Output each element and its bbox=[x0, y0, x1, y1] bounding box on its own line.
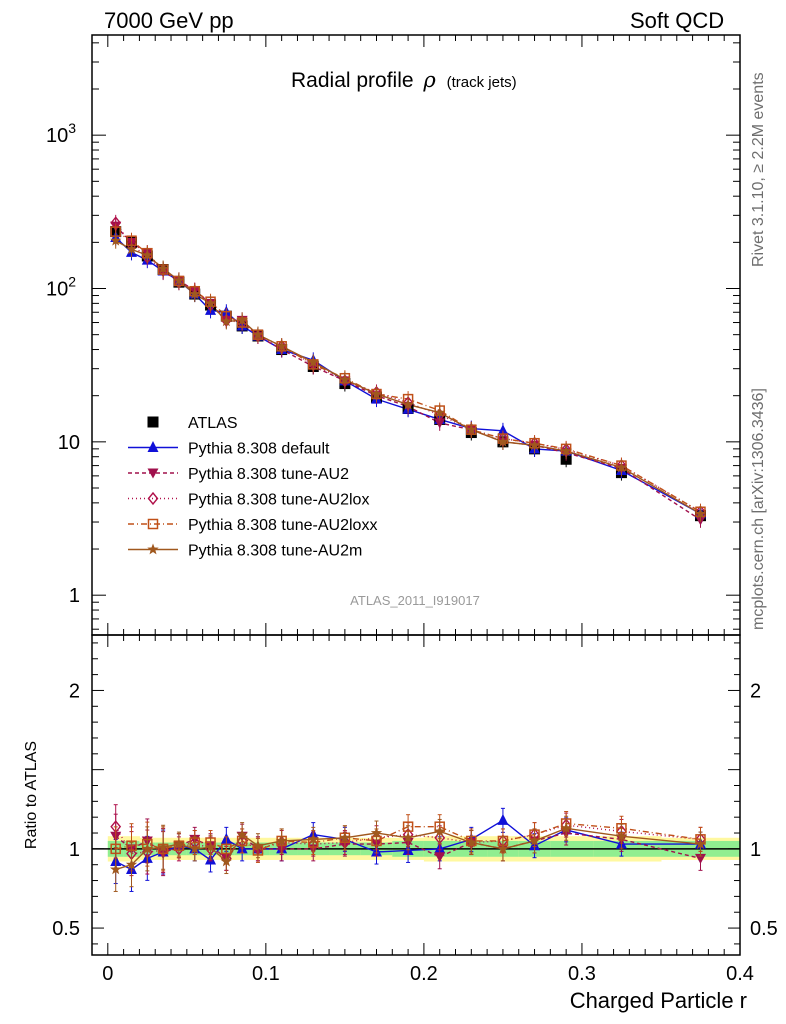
ratio-point-au2m bbox=[125, 858, 138, 870]
ratio-point-au2m bbox=[528, 834, 541, 846]
data-point-au2m bbox=[189, 288, 201, 299]
ratio-line-au2 bbox=[115, 832, 701, 860]
y-tick-label: 1 bbox=[69, 585, 80, 607]
analysis-id-label: ATLAS_2011_I919017 bbox=[350, 593, 480, 608]
legend-marker-au2 bbox=[147, 468, 159, 479]
legend-label-atlas: ATLAS bbox=[188, 415, 238, 432]
data-point-au2m bbox=[236, 314, 248, 326]
x-axis-label: Charged Particle r bbox=[570, 988, 747, 1013]
ratio-y-tick-label: 2 bbox=[69, 680, 80, 702]
ratio-point-au2 bbox=[694, 853, 706, 864]
legend-label-default: Pythia 8.308 default bbox=[188, 441, 330, 458]
ratio-point-au2m bbox=[434, 825, 446, 837]
x-tick-label: 0.1 bbox=[252, 963, 280, 985]
data-point-au2m bbox=[252, 328, 264, 340]
legend-label-au2loxx: Pythia 8.308 tune-AU2loxx bbox=[188, 517, 377, 534]
legend-marker-au2loxx bbox=[147, 518, 159, 530]
data-point-au2m bbox=[615, 461, 628, 473]
legend-label-au2lox: Pythia 8.308 tune-AU2lox bbox=[188, 492, 369, 509]
legend-label-au2m: Pythia 8.308 tune-AU2m bbox=[188, 543, 362, 560]
x-tick-label: 0 bbox=[102, 963, 113, 985]
ratio-y-tick-label-right: 2 bbox=[750, 680, 761, 702]
ratio-point-au2m bbox=[560, 822, 572, 834]
title-main: Radial profile bbox=[291, 69, 414, 92]
ratio-point-au2m bbox=[370, 827, 383, 838]
legend: ATLAS Pythia 8.308 default Pythia 8.308 tu… bbox=[128, 415, 377, 560]
data-point-au2m bbox=[560, 445, 572, 456]
ratio-point-au2m bbox=[141, 842, 153, 854]
ratio-point-au2m bbox=[220, 855, 232, 867]
data-point-au2m bbox=[110, 234, 122, 246]
ratio-line-au2m bbox=[115, 827, 701, 871]
ratio-point-au2m bbox=[110, 863, 122, 875]
ratio-point-au2m bbox=[307, 833, 319, 845]
data-point-au2m bbox=[141, 249, 153, 260]
data-point-au2m bbox=[173, 274, 185, 286]
ratio-point-au2m bbox=[252, 839, 264, 851]
data-point-au2 bbox=[434, 418, 446, 429]
ratio-line-au2loxx bbox=[115, 822, 701, 852]
data-point-au2m bbox=[125, 243, 138, 255]
y-tick-label: 103 bbox=[46, 120, 76, 147]
ratio-point-au2m bbox=[236, 828, 248, 840]
title-suffix: (track jets) bbox=[447, 74, 517, 91]
ratio-point-au2m bbox=[615, 830, 628, 841]
data-point-default bbox=[497, 424, 509, 436]
ratio-point-au2m bbox=[339, 831, 351, 843]
x-tick-label: 0.3 bbox=[568, 963, 596, 985]
data-point-au2m bbox=[220, 315, 232, 327]
data-point-au2m bbox=[434, 406, 446, 418]
x-tick-label: 0.2 bbox=[410, 963, 438, 985]
ratio-point-au2m bbox=[173, 838, 185, 849]
legend-marker-au2m bbox=[147, 543, 159, 555]
data-point-au2m bbox=[694, 507, 707, 519]
data-point-au2m bbox=[402, 398, 414, 410]
header-right-label: Soft QCD bbox=[630, 8, 725, 33]
x-tick-label: 0.4 bbox=[726, 963, 754, 985]
ratio-panel: Ratio to ATLAS Charged Particle r 0 0.1 0.… bbox=[23, 634, 778, 1013]
series-line-au2m bbox=[115, 240, 701, 515]
main-panel: Radial profile ρ (track jets) ATLAS_2011… bbox=[46, 34, 741, 636]
y-tick-label: 10 bbox=[58, 432, 80, 454]
ratio-point-au2m bbox=[694, 838, 707, 849]
ratio-frame bbox=[91, 634, 741, 956]
title-symbol: ρ bbox=[422, 68, 436, 92]
data-point-au2m bbox=[528, 439, 541, 451]
ratio-point-au2m bbox=[497, 842, 509, 854]
ratio-point-au2m bbox=[465, 836, 477, 848]
ratio-point-default bbox=[497, 813, 509, 825]
ratio-y-tick-label: 0.5 bbox=[52, 918, 80, 940]
data-point-au2m bbox=[157, 262, 169, 274]
y-tick-label: 102 bbox=[46, 274, 76, 301]
data-point-au2m bbox=[370, 388, 383, 399]
ratio-point-au2m bbox=[189, 842, 201, 854]
ratio-y-tick-label-right: 0.5 bbox=[750, 918, 778, 940]
legend-marker-atlas bbox=[147, 416, 159, 428]
data-point-au2m bbox=[307, 356, 319, 368]
ratio-point-au2m bbox=[157, 841, 169, 853]
data-point-au2m bbox=[465, 423, 477, 435]
ratio-point-au2m bbox=[402, 831, 414, 843]
data-point-au2m bbox=[204, 297, 217, 309]
header-left-label: 7000 GeV pp bbox=[104, 8, 234, 33]
legend-marker-default bbox=[147, 441, 159, 452]
data-point-au2m bbox=[276, 340, 288, 352]
legend-marker-au2lox bbox=[147, 491, 159, 506]
ratio-y-tick-label: 1 bbox=[69, 839, 80, 861]
ratio-y-tick-label-right: 1 bbox=[750, 839, 761, 861]
ratio-ylabel: Ratio to ATLAS bbox=[23, 741, 40, 849]
ratio-point-au2m bbox=[204, 841, 217, 853]
ratio-point-au2 bbox=[434, 852, 446, 863]
legend-label-au2: Pythia 8.308 tune-AU2 bbox=[188, 466, 349, 483]
ratio-point-au2m bbox=[276, 834, 288, 846]
data-point-au2m bbox=[497, 435, 509, 447]
data-point-au2m bbox=[339, 373, 351, 385]
main-title: Radial profile ρ (track jets) bbox=[291, 68, 517, 92]
